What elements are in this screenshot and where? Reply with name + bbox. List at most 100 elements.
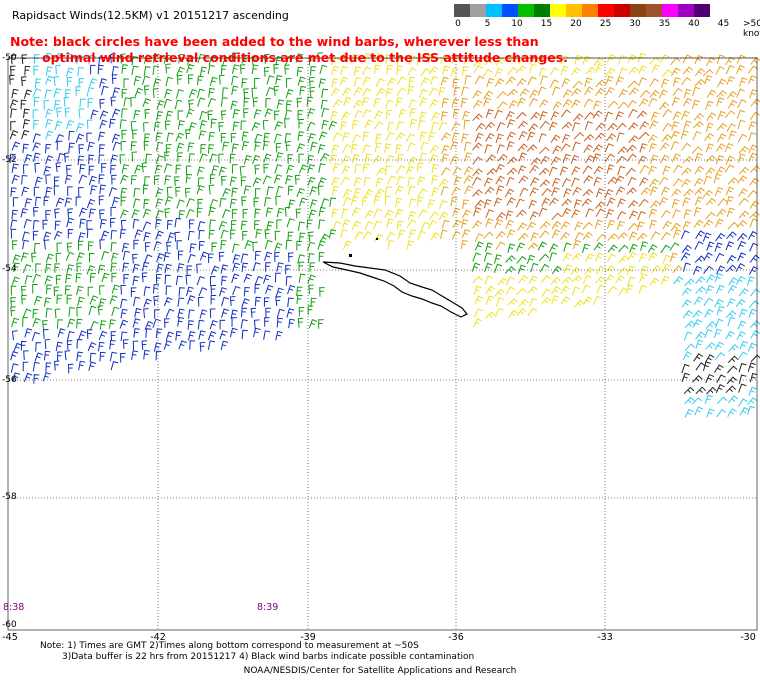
- wind-barb: [627, 54, 637, 64]
- wind-barb: [461, 66, 469, 76]
- wind-barb: [88, 175, 97, 186]
- wind-barb: [294, 174, 301, 185]
- wind-barb: [682, 97, 693, 107]
- wind-barb: [640, 187, 651, 196]
- wind-barb: [199, 153, 208, 163]
- wind-barb: [750, 354, 760, 362]
- wind-barb: [264, 251, 273, 262]
- wind-barb: [464, 152, 473, 162]
- wind-barb: [130, 120, 137, 131]
- wind-barb: [243, 97, 250, 108]
- wind-barb: [55, 133, 64, 144]
- wind-barb: [451, 186, 461, 196]
- wind-barb: [100, 230, 110, 240]
- wind-barb: [495, 163, 505, 173]
- lat-label-52s: -52: [2, 155, 17, 165]
- wind-barb: [407, 156, 418, 166]
- wind-barb: [109, 217, 116, 228]
- wind-barb: [416, 162, 424, 173]
- wind-barb: [606, 219, 616, 229]
- wind-barb: [34, 176, 43, 187]
- legend-label: 15: [540, 19, 553, 29]
- legend-swatch: [470, 4, 486, 17]
- wind-barb: [241, 298, 250, 308]
- wind-barb: [394, 208, 404, 218]
- wind-barb: [485, 311, 496, 319]
- wind-barb: [298, 232, 306, 243]
- wind-barb: [239, 165, 246, 176]
- wind-barb: [724, 164, 735, 173]
- wind-barb: [208, 184, 215, 195]
- wind-barb: [240, 319, 248, 329]
- wind-barb: [133, 296, 141, 307]
- wind-barb: [155, 132, 163, 142]
- wind-barb: [86, 220, 92, 230]
- wind-barb: [11, 240, 18, 251]
- wind-barb: [156, 263, 164, 273]
- wind-barb: [649, 186, 659, 196]
- wind-barb: [276, 308, 285, 319]
- wind-barb: [727, 365, 738, 374]
- wind-barb: [265, 284, 274, 295]
- wind-barb: [738, 188, 748, 197]
- wind-barb: [132, 198, 141, 208]
- wind-barb: [32, 308, 39, 319]
- wind-barb: [177, 250, 184, 261]
- wind-barb: [539, 263, 550, 273]
- wind-barb: [79, 164, 86, 174]
- wind-barb: [121, 129, 127, 140]
- wind-barb: [595, 188, 605, 198]
- wind-barb: [648, 252, 658, 261]
- wind-barb: [705, 285, 715, 295]
- wind-barb: [584, 86, 594, 96]
- wind-barb: [132, 253, 138, 264]
- wind-barb: [298, 273, 306, 283]
- wind-barb: [341, 155, 351, 165]
- wind-barb: [10, 363, 19, 373]
- wind-barb: [120, 331, 128, 342]
- wind-barb: [427, 199, 436, 209]
- wind-barb: [750, 165, 760, 173]
- wind-barb: [76, 339, 83, 349]
- wind-barb: [144, 242, 151, 252]
- wind-barb: [526, 144, 538, 152]
- wind-barb: [397, 229, 406, 240]
- legend-label: >50 knots: [743, 19, 760, 39]
- wind-barb: [98, 131, 106, 142]
- wind-barb: [89, 252, 95, 263]
- wind-barb: [64, 285, 72, 295]
- wind-barb: [747, 65, 758, 74]
- wind-barb: [528, 97, 539, 107]
- wind-barb: [262, 140, 270, 151]
- wind-barb: [164, 175, 172, 185]
- legend-swatch: [534, 4, 550, 17]
- wind-barb: [254, 133, 263, 143]
- wind-barb: [515, 198, 525, 208]
- wind-barb: [563, 188, 572, 198]
- wind-barb: [682, 351, 693, 360]
- legend-label: 10: [511, 19, 523, 29]
- wind-barb: [99, 110, 109, 120]
- wind-barb: [88, 305, 97, 316]
- legend-label: 35: [658, 19, 671, 29]
- wind-barb: [496, 297, 505, 307]
- wind-barb: [530, 111, 541, 120]
- wind-barb: [288, 199, 296, 209]
- wind-barb: [361, 96, 370, 107]
- wind-barb: [76, 351, 83, 362]
- wind-barb: [309, 56, 315, 66]
- wind-barb: [231, 209, 238, 219]
- wind-barb: [747, 189, 758, 198]
- lon-label-39w: -39: [300, 632, 316, 643]
- wind-barb: [417, 230, 427, 240]
- wind-barb: [604, 274, 615, 283]
- wind-barb: [76, 318, 83, 329]
- wind-barb: [518, 232, 529, 241]
- wind-barb: [143, 286, 151, 296]
- wind-barb: [639, 143, 648, 153]
- lat-label-60s: -60: [2, 620, 17, 630]
- wind-barb: [361, 108, 372, 118]
- wind-barb: [43, 297, 52, 307]
- wind-barb: [527, 285, 538, 294]
- wind-barb: [178, 340, 187, 350]
